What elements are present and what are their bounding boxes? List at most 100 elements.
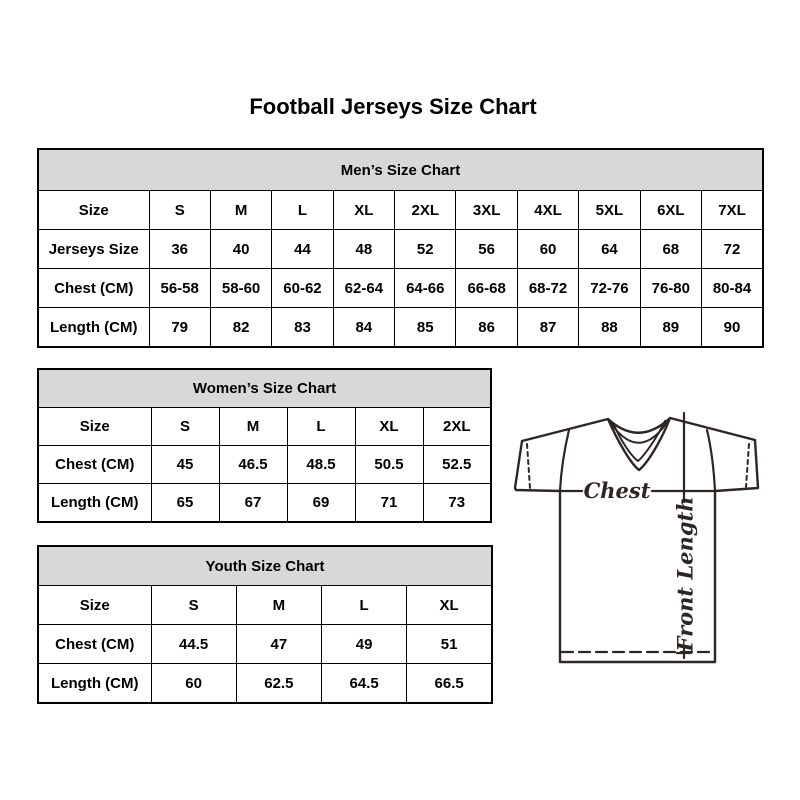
mens-table-title: Men’s Size Chart: [37, 148, 764, 191]
table-cell: Size: [37, 407, 152, 446]
table-cell: 52: [394, 229, 457, 269]
youth-size-table: Youth Size Chart Size S M L XL Chest (CM) 44.…: [37, 545, 493, 704]
table-cell: S: [150, 407, 220, 446]
table-cell: 4XL: [516, 190, 580, 230]
table-row: Jerseys Size 36 40 44 48 52 56 60 64 68 72: [37, 229, 764, 269]
youth-table-title: Youth Size Chart: [37, 545, 493, 586]
table-cell: 64.5: [320, 663, 408, 704]
table-cell: 48.5: [286, 445, 356, 484]
table-cell: 64: [578, 229, 641, 269]
table-cell: Length (CM): [37, 483, 152, 523]
jersey-measurement-diagram: Chest Front Length: [513, 411, 760, 664]
table-row: Chest (CM) 56-58 58-60 60-62 62-64 64-66 66-68…: [37, 268, 764, 308]
collar-outer-v: [606, 416, 672, 472]
table-cell: 62.5: [235, 663, 323, 704]
table-cell: M: [209, 190, 273, 230]
table-cell: 87: [516, 307, 580, 348]
table-cell: 50.5: [354, 445, 424, 484]
table-row: Length (CM) 60 62.5 64.5 66.5: [37, 663, 493, 704]
table-cell: 5XL: [578, 190, 641, 230]
table-cell: 85: [394, 307, 457, 348]
table-cell: 44.5: [150, 624, 237, 664]
table-cell: 40: [209, 229, 273, 269]
left-cuff-dashed-line: [526, 443, 531, 489]
table-cell: M: [235, 585, 323, 625]
table-cell: 47: [235, 624, 323, 664]
table-cell: 76-80: [639, 268, 703, 308]
table-cell: Size: [37, 585, 152, 625]
table-cell: 3XL: [455, 190, 518, 230]
table-cell: L: [271, 190, 334, 230]
table-cell: 58-60: [209, 268, 273, 308]
table-cell: 82: [209, 307, 273, 348]
table-cell: 48: [332, 229, 396, 269]
left-armhole-seam: [558, 428, 571, 493]
table-cell: 56: [455, 229, 518, 269]
table-cell: L: [320, 585, 408, 625]
table-cell: Chest (CM): [37, 445, 152, 484]
table-title-row: Youth Size Chart: [37, 545, 493, 586]
table-cell: 67: [218, 483, 288, 523]
right-cuff-dashed-line: [745, 443, 750, 488]
table-cell: 72-76: [578, 268, 641, 308]
table-cell: 90: [701, 307, 764, 348]
table-cell: 36: [148, 229, 211, 269]
table-cell: 60: [516, 229, 580, 269]
table-cell: 79: [148, 307, 211, 348]
table-cell: 88: [578, 307, 641, 348]
table-row: Chest (CM) 44.5 47 49 51: [37, 624, 493, 664]
table-cell: 52.5: [422, 445, 492, 484]
table-cell: XL: [406, 585, 493, 625]
table-cell: 83: [271, 307, 334, 348]
table-cell: 60: [150, 663, 237, 704]
table-cell: 86: [455, 307, 518, 348]
table-cell: 80-84: [701, 268, 764, 308]
front-length-measure-line: [675, 411, 693, 660]
womens-table-title: Women’s Size Chart: [37, 368, 492, 408]
womens-size-table: Women’s Size Chart Size S M L XL 2XL Chest (C…: [37, 368, 492, 523]
table-cell: 72: [701, 229, 764, 269]
table-cell: M: [218, 407, 288, 446]
table-cell: 45: [150, 445, 220, 484]
table-cell: 66.5: [406, 663, 493, 704]
table-cell: 60-62: [271, 268, 334, 308]
table-cell: 64-66: [394, 268, 457, 308]
table-title-row: Men’s Size Chart: [37, 148, 764, 191]
table-cell: 49: [320, 624, 408, 664]
table-cell: 68-72: [516, 268, 580, 308]
page-title: Football Jerseys Size Chart: [249, 94, 537, 119]
table-cell: 56-58: [148, 268, 211, 308]
table-cell: 71: [354, 483, 424, 523]
jersey-outline: [513, 416, 760, 664]
table-cell: 89: [639, 307, 703, 348]
table-cell: Length (CM): [37, 663, 152, 704]
table-cell: 44: [271, 229, 334, 269]
table-row: Size S M L XL: [37, 585, 493, 625]
front-length-label: Front Length: [673, 497, 698, 653]
mens-size-table: Men’s Size Chart Size S M L XL 2XL 3XL 4XL 5XL 6X…: [37, 148, 764, 348]
table-cell: 68: [639, 229, 703, 269]
table-cell: Size: [37, 190, 150, 230]
table-cell: 2XL: [422, 407, 492, 446]
table-cell: S: [150, 585, 237, 625]
table-row: Size S M L XL 2XL: [37, 407, 492, 446]
right-armhole-seam: [705, 428, 717, 493]
table-cell: 2XL: [394, 190, 457, 230]
table-cell: 6XL: [639, 190, 703, 230]
table-cell: 66-68: [455, 268, 518, 308]
table-cell: L: [286, 407, 356, 446]
table-cell: XL: [354, 407, 424, 446]
table-cell: Jerseys Size: [37, 229, 150, 269]
table-cell: 84: [332, 307, 396, 348]
table-cell: XL: [332, 190, 396, 230]
table-cell: 73: [422, 483, 492, 523]
table-cell: S: [148, 190, 211, 230]
table-cell: 69: [286, 483, 356, 523]
table-row: Size S M L XL 2XL 3XL 4XL 5XL 6XL 7XL: [37, 190, 764, 230]
collar-inner-v: [612, 420, 666, 462]
table-title-row: Women’s Size Chart: [37, 368, 492, 408]
table-cell: Chest (CM): [37, 624, 152, 664]
table-cell: Chest (CM): [37, 268, 150, 308]
chest-label: Chest: [584, 478, 651, 503]
